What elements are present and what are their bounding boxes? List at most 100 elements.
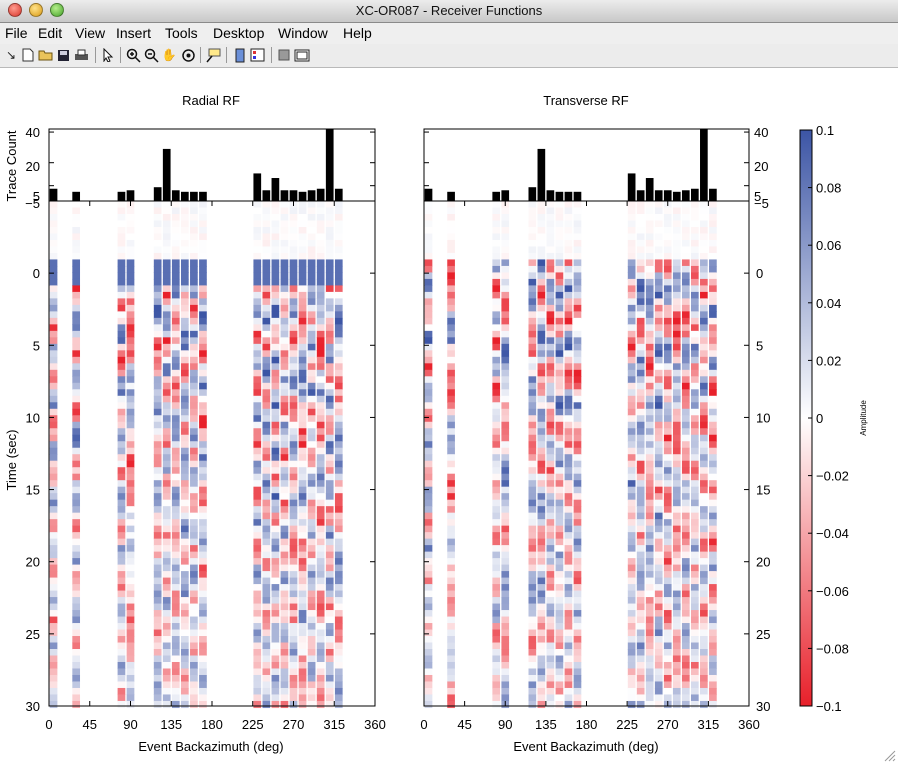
zoom-out-icon[interactable] [143,47,159,63]
radial-trace-count-histogram [49,129,343,201]
heatmap-cell [307,493,316,501]
save-icon[interactable] [55,47,71,63]
minimize-window-button[interactable] [29,3,43,17]
heatmap-cell [180,551,189,559]
heatmap-cell [190,577,198,585]
heatmap-cell [280,519,289,527]
heatmap-cell [709,421,717,429]
heatmap-cell [573,363,582,371]
heatmap-cell [307,291,316,299]
heatmap-cell [555,674,564,683]
menu-window[interactable]: Window [278,25,328,41]
arrow-icon[interactable]: ↘ [5,48,17,62]
heatmap-cell [262,376,271,384]
heatmap-cell [289,694,298,702]
heatmap-cell [501,616,510,624]
heatmap-cell [190,467,198,475]
resize-grip-icon[interactable] [884,750,896,762]
zoom-in-icon[interactable] [125,47,141,63]
heatmap-cell [555,428,564,436]
heatmap-cell [501,343,510,351]
heatmap-cell [334,259,343,267]
heatmap-cell [636,337,645,345]
figure-canvas[interactable]: Radial RF Trace Count 40 20 5 −5 0 45 90 13… [0,68,898,764]
heatmap-cell [289,558,298,566]
heatmap-cell [334,486,343,494]
heatmap-cell [645,265,654,274]
menu-tools[interactable]: Tools [165,25,198,41]
heatmap-cell [190,590,198,598]
heatmap-cell [424,369,433,377]
rotate-3d-icon[interactable] [180,47,196,63]
menu-file[interactable]: File [5,25,28,41]
heatmap-cell [72,590,81,598]
heatmap-cell [636,350,645,358]
colorbar-icon[interactable] [232,47,248,63]
legend-icon[interactable] [249,47,265,63]
heatmap-cell [546,525,555,533]
heatmap-cell [537,700,546,709]
heatmap-cell [709,597,717,605]
heatmap-cell [271,382,280,390]
heatmap-cell [700,642,708,650]
open-folder-icon[interactable] [37,47,53,63]
window-title: XC-OR087 - Receiver Functions [355,3,543,18]
heatmap-cell [700,447,708,455]
heatmap-cell [316,642,325,650]
heatmap-cell [126,603,135,611]
heatmap-cell [126,467,135,475]
menu-insert[interactable]: Insert [116,25,152,41]
new-file-icon[interactable] [20,47,36,63]
heatmap-cell [555,564,564,572]
hide-plot-tools-icon[interactable] [276,47,292,63]
heatmap-cell [663,460,672,468]
heatmap-cell [325,571,334,579]
heatmap-cell [334,356,343,364]
data-cursor-icon[interactable] [205,47,221,63]
heatmap-cell [334,590,343,598]
heatmap-cell [298,460,307,468]
heatmap-cell [447,233,455,241]
menu-view[interactable]: View [75,25,106,41]
heatmap-cell [289,376,298,384]
menu-edit[interactable]: Edit [38,25,63,41]
show-plot-tools-icon[interactable] [294,47,310,63]
heatmap-cell [663,616,672,624]
heatmap-cell [501,207,510,215]
heatmap-cell [645,577,654,585]
heatmap-cell [492,694,501,702]
close-window-button[interactable] [8,3,22,17]
heatmap-cell [681,350,690,358]
heatmap-cell [307,304,316,312]
heatmap-cell [334,538,343,546]
heatmap-cell [49,376,58,384]
heatmap-cell [72,415,81,423]
heatmap-cell [654,538,663,546]
heatmap-cell [447,220,455,228]
heatmap-cell [573,674,582,683]
heatmap-cell [190,545,198,553]
heatmap-cell [271,428,280,436]
heatmap-cell [690,259,699,267]
heatmap-cell [681,246,690,254]
print-icon[interactable] [73,47,89,63]
heatmap-cell [645,532,654,540]
heatmap-cell [537,629,546,637]
heatmap-cell [424,571,433,579]
heatmap-cell [171,220,180,228]
heatmap-cell [298,610,307,618]
heatmap-cell [190,506,198,514]
select-pointer-icon[interactable] [100,47,116,63]
menu-help[interactable]: Help [343,25,372,41]
heatmap-cell [672,655,681,663]
heatmap-cell [663,272,672,280]
zoom-window-button[interactable] [50,3,64,17]
heatmap-cell [180,239,189,248]
heatmap-cell [262,434,271,442]
heatmap-cell [663,363,672,371]
heatmap-cell [546,246,555,254]
heatmap-cell [654,681,663,689]
pan-hand-icon[interactable]: ✋ [161,48,177,62]
menu-desktop[interactable]: Desktop [213,25,265,41]
heatmap-cell [190,369,198,377]
